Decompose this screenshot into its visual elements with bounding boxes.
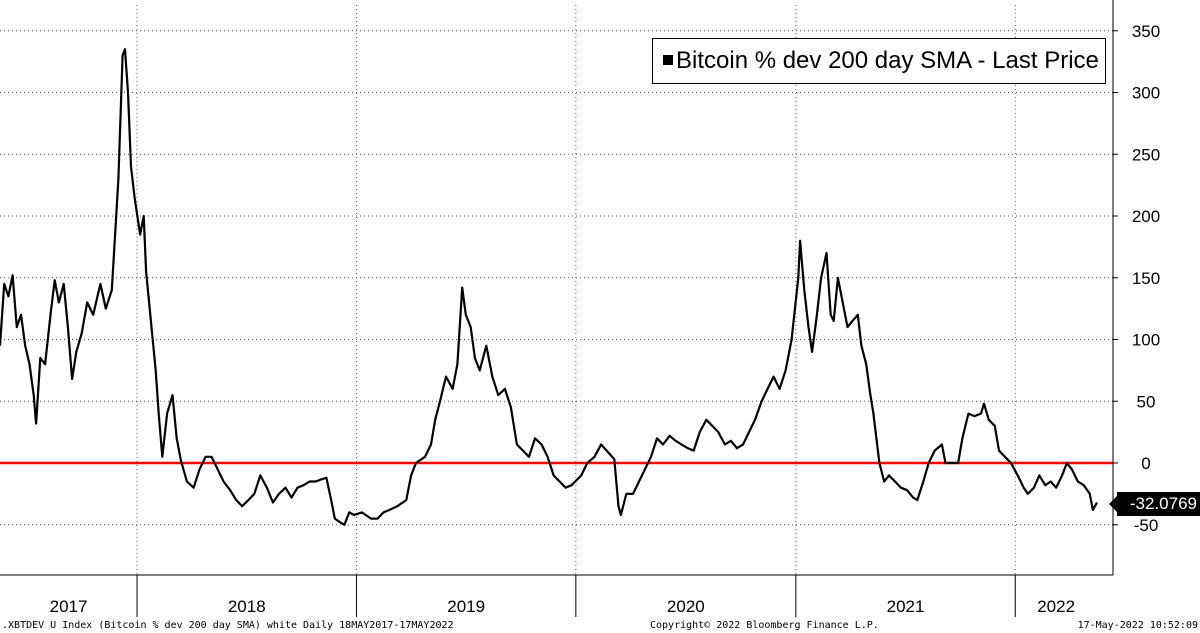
- chart-legend: Bitcoin % dev 200 day SMA - Last Price: [652, 38, 1106, 84]
- x-year-label-2021: 2021: [887, 597, 925, 616]
- y-tick-label-0: 0: [1141, 454, 1150, 473]
- y-tick-label-300: 300: [1132, 84, 1160, 103]
- footer-timestamp: 17-May-2022 10:52:09: [1077, 620, 1198, 631]
- y-tick-label-150: 150: [1132, 269, 1160, 288]
- y-tick-label-50: 50: [1137, 392, 1156, 411]
- last-value-badge: -32.0769: [1109, 492, 1200, 516]
- x-axis-year-labels: 2017 2018 2019 2020 2021 2022: [50, 597, 1075, 616]
- x-year-label-2018: 2018: [228, 597, 266, 616]
- y-tick-label-350: 350: [1132, 22, 1160, 41]
- y-tick-label-100: 100: [1132, 331, 1160, 350]
- series-line-0: [0, 48, 1098, 526]
- y-tick-label-250: 250: [1132, 145, 1160, 164]
- x-year-label-2019: 2019: [447, 597, 485, 616]
- y-tick-label-200: 200: [1132, 207, 1160, 226]
- series-lines: [0, 48, 1098, 526]
- footer-copyright: Copyright© 2022 Bloomberg Finance L.P.: [650, 620, 879, 631]
- legend-series-label: Bitcoin % dev 200 day SMA - Last Price: [676, 47, 1099, 74]
- chart-gridlines: [0, 5, 1113, 575]
- x-year-label-2022: 2022: [1037, 597, 1075, 616]
- footer-index-description: .XBTDEV U Index (Bitcoin % dev 200 day S…: [2, 620, 454, 631]
- chart-axes: [0, 0, 1118, 617]
- x-year-label-2020: 2020: [667, 597, 705, 616]
- y-tick-label--50: -50: [1134, 516, 1159, 535]
- x-year-label-2017: 2017: [50, 597, 88, 616]
- y-axis-tick-labels: 350 300 250 200 150 100 50 0 -50: [1132, 22, 1160, 535]
- legend-swatch: [663, 54, 673, 65]
